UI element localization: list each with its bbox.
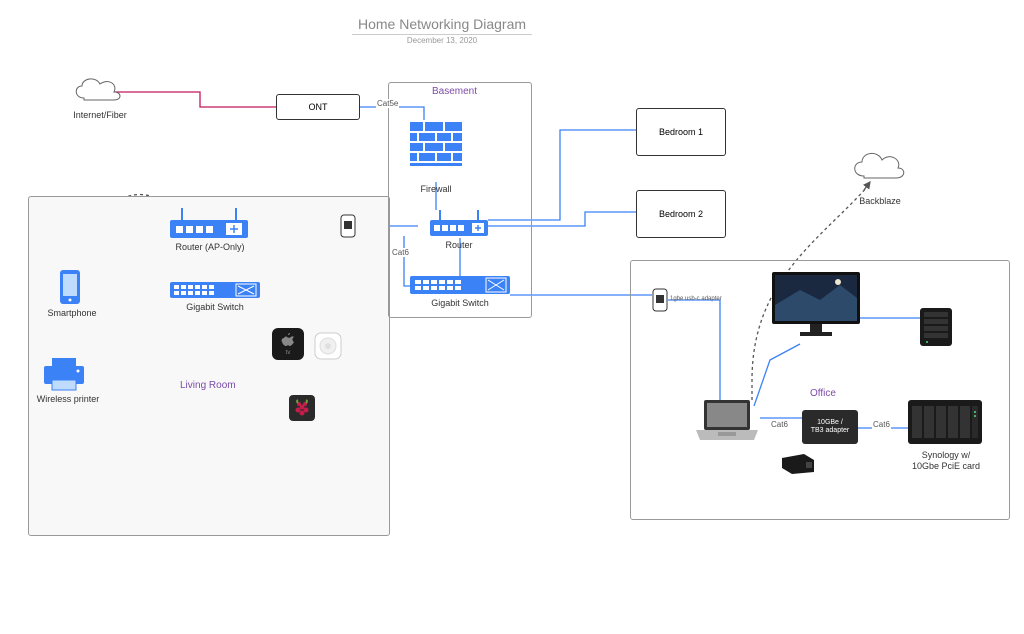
- bedroom1-box: Bedroom 1: [636, 108, 726, 156]
- synology-nas-icon: [906, 398, 984, 453]
- router-ap-label: Router (AP-Only): [160, 242, 260, 252]
- raspberry-pi-icon: [288, 394, 316, 427]
- switch-lr-label: Gigabit Switch: [170, 302, 260, 312]
- diagram-title: Home Networking Diagram: [352, 16, 532, 35]
- internet-cloud: [70, 72, 124, 109]
- backblaze-cloud-icon: [848, 146, 906, 187]
- diagram-canvas: { "title": "Home Networking Diagram", "d…: [0, 0, 1024, 634]
- printer-icon: [42, 356, 86, 397]
- svg-text:tv: tv: [286, 350, 291, 356]
- region-living-room-label: Living Room: [180, 380, 236, 391]
- edge-label-usb-c: 1gbe usb-c adapter: [670, 296, 722, 302]
- sfp-adapter-icon: [780, 452, 816, 481]
- region-office-label: Office: [810, 388, 836, 399]
- bedroom2-box: Bedroom 2: [636, 190, 726, 238]
- appletv-icon: tv: [270, 326, 306, 367]
- edge-label-cat6-basement: Cat6: [391, 248, 410, 257]
- router-ap-icon: [168, 206, 250, 245]
- hub-icon: [314, 332, 342, 365]
- laptop-icon: [694, 398, 760, 447]
- edge-label-cat5e: Cat5e: [376, 99, 399, 108]
- drobo-icon: [918, 306, 954, 353]
- edge-label-cat6-nas: Cat6: [872, 420, 891, 429]
- edge-label-cat6-laptop: Cat6: [770, 420, 789, 429]
- firewall-label: Firewall: [408, 184, 464, 194]
- printer-label: Wireless printer: [28, 394, 108, 404]
- monitor-icon: [770, 270, 862, 345]
- diagram-date: December 13, 2020: [352, 36, 532, 45]
- wall-jack-office-icon: [652, 288, 668, 317]
- router-basement-icon: [428, 208, 490, 243]
- internet-label: Internet/Fiber: [60, 110, 140, 120]
- synology-label: Synology w/10Gbe PciE card: [900, 450, 992, 472]
- wall-jack-lr-icon: [340, 214, 356, 243]
- tengbe-adapter-box: 10GBe /TB3 adapter: [802, 410, 858, 444]
- smartphone-icon: [58, 268, 82, 311]
- ont-box: ONT: [276, 94, 360, 120]
- region-basement-label: Basement: [432, 86, 477, 97]
- smartphone-label: Smartphone: [42, 308, 102, 318]
- firewall-icon: [408, 120, 464, 185]
- backblaze-label: Backblaze: [840, 196, 920, 206]
- router-basement-label: Router: [428, 240, 490, 250]
- switch-basement-label: Gigabit Switch: [410, 298, 510, 308]
